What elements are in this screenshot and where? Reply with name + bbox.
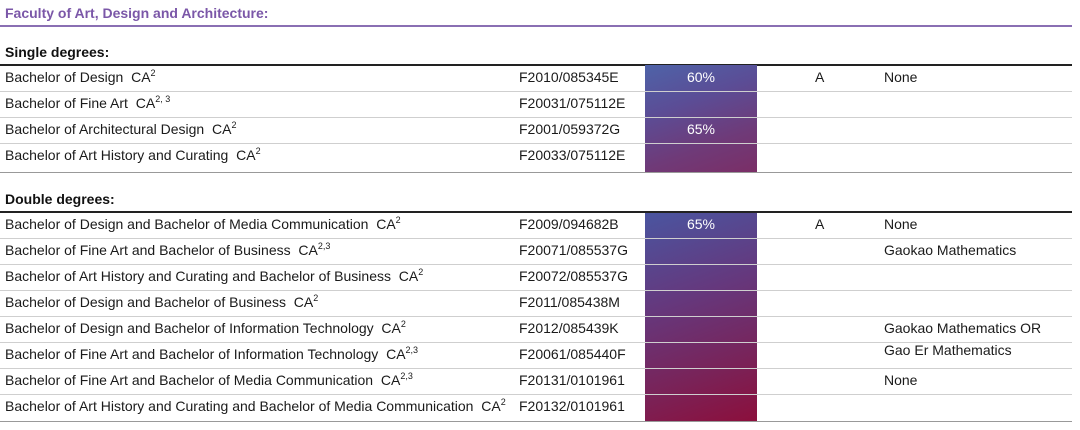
- table-row: Bachelor of Art History and Curating and…: [0, 395, 1072, 421]
- degree-name: Bachelor of Art History and Curating and…: [5, 267, 424, 285]
- table-row: Bachelor of Fine Art and Bachelor of Inf…: [0, 343, 1072, 369]
- score-double: 65%: [686, 216, 716, 232]
- table-row: Bachelor of Art History and Curating CA2…: [0, 144, 1072, 170]
- degree-name: Bachelor of Design and Bachelor of Infor…: [5, 319, 406, 337]
- table-row: Bachelor of Design and Bachelor of Infor…: [0, 317, 1072, 343]
- prereq-double-3a: Gaokao Mathematics OR: [884, 320, 1042, 336]
- course-code: F20072/085537G: [519, 268, 628, 284]
- course-code: F2001/059372G: [519, 121, 621, 137]
- section-bottom-rule: [0, 421, 1072, 422]
- table-row: Bachelor of Design and Bachelor of Media…: [0, 213, 1072, 239]
- degree-name: Bachelor of Design CA2: [5, 68, 156, 86]
- course-code: F2009/094682B: [519, 216, 619, 232]
- score-single-1: 60%: [686, 69, 716, 85]
- course-code: F20031/075112E: [519, 95, 626, 111]
- prereq-double-1: None: [884, 216, 918, 232]
- section-divider-single: [0, 64, 1072, 66]
- table-row: Bachelor of Fine Art and Bachelor of Med…: [0, 369, 1072, 395]
- degree-name: Bachelor of Design and Bachelor of Media…: [5, 215, 401, 233]
- section-title-double: Double degrees:: [5, 191, 115, 207]
- course-code: F20071/085537G: [519, 242, 628, 258]
- degree-name: Bachelor of Fine Art CA2, 3: [5, 94, 171, 112]
- degree-name: Bachelor of Architectural Design CA2: [5, 120, 237, 138]
- section-title-single: Single degrees:: [5, 44, 110, 60]
- table-row: Bachelor of Fine Art CA2, 3 F20031/07511…: [0, 92, 1072, 118]
- table-row: Bachelor of Art History and Curating and…: [0, 265, 1072, 291]
- faculty-divider: [0, 25, 1072, 27]
- course-code: F2010/085345E: [519, 69, 619, 85]
- prereq-single: None: [884, 69, 918, 85]
- prereq-double-2: Gaokao Mathematics: [884, 242, 1017, 258]
- course-code: F2012/085439K: [519, 320, 619, 336]
- table-row: Bachelor of Design and Bachelor of Busin…: [0, 291, 1072, 317]
- section-bottom-rule: [0, 172, 1072, 173]
- grade-double: A: [815, 216, 825, 232]
- course-code: F20131/0101961: [519, 372, 625, 388]
- table-row: Bachelor of Fine Art and Bachelor of Bus…: [0, 239, 1072, 265]
- degree-name: Bachelor of Fine Art and Bachelor of Med…: [5, 371, 413, 389]
- grade-single: A: [815, 69, 825, 85]
- prereq-double-3b: Gao Er Mathematics: [884, 342, 1012, 358]
- prereq-double-4: None: [884, 372, 918, 388]
- table-row: Bachelor of Design CA2 F2010/085345E: [0, 66, 1072, 92]
- faculty-title: Faculty of Art, Design and Architecture:: [5, 5, 269, 21]
- course-code: F2011/085438M: [519, 294, 620, 310]
- degree-name: Bachelor of Design and Bachelor of Busin…: [5, 293, 319, 311]
- table-row: Bachelor of Architectural Design CA2 F20…: [0, 118, 1072, 144]
- course-code: F20061/085440F: [519, 346, 626, 362]
- section-divider-double: [0, 211, 1072, 213]
- degree-name: Bachelor of Art History and Curating CA2: [5, 146, 261, 164]
- score-band-single: [645, 65, 757, 173]
- score-band-double: [645, 213, 757, 421]
- degree-name: Bachelor of Art History and Curating and…: [5, 397, 506, 415]
- score-single-2: 65%: [686, 121, 716, 137]
- degree-name: Bachelor of Fine Art and Bachelor of Inf…: [5, 345, 419, 363]
- degree-name: Bachelor of Fine Art and Bachelor of Bus…: [5, 241, 331, 259]
- course-code: F20033/075112E: [519, 147, 626, 163]
- course-code: F20132/0101961: [519, 398, 625, 414]
